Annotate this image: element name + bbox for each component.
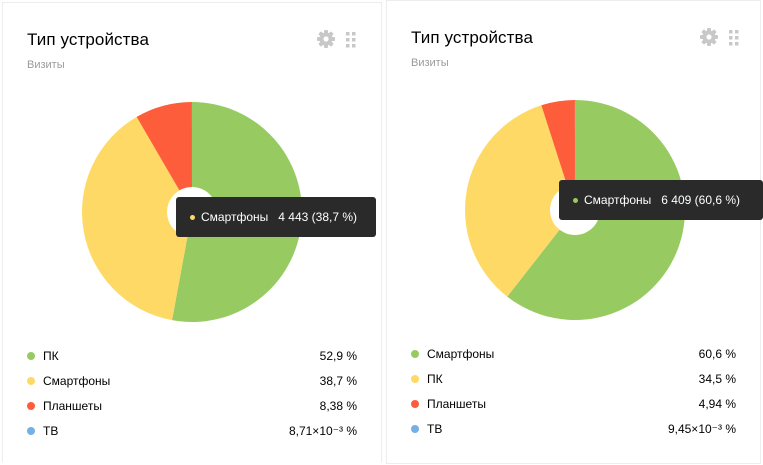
legend-dot bbox=[27, 401, 35, 410]
chart-legend: ПК 52,9 % Смартфоны 38,7 % Планшеты 8,38… bbox=[27, 343, 357, 443]
legend-dot bbox=[411, 424, 419, 433]
legend-label: Смартфоны bbox=[427, 346, 495, 361]
legend-value: 8,38 % bbox=[319, 398, 357, 413]
legend-item-tv[interactable]: ТВ 9,45×10⁻³ % bbox=[411, 416, 736, 441]
legend-dot bbox=[27, 351, 35, 360]
tooltip-value: 4 443 (38,7 %) bbox=[278, 210, 358, 224]
chart-legend: Смартфоны 60,6 % ПК 34,5 % Планшеты 4,94… bbox=[411, 341, 736, 441]
legend-dot bbox=[411, 349, 419, 358]
legend-dot bbox=[27, 376, 35, 385]
gear-icon[interactable] bbox=[316, 29, 336, 49]
legend-item-tablets[interactable]: Планшеты 8,38 % bbox=[27, 393, 357, 418]
legend-value: 38,7 % bbox=[319, 373, 357, 388]
legend-label: Планшеты bbox=[43, 398, 102, 413]
legend-value: 34,5 % bbox=[698, 371, 736, 386]
pie-slice-планшеты[interactable] bbox=[136, 102, 192, 212]
pie-slice-смартфоны[interactable] bbox=[82, 116, 192, 321]
tooltip-label: Смартфоны bbox=[201, 210, 269, 224]
legend-item-tablets[interactable]: Планшеты 4,94 % bbox=[411, 391, 736, 416]
widget-title: Тип устройства bbox=[411, 28, 534, 47]
widget-title: Тип устройства bbox=[27, 30, 150, 49]
legend-value: 4,94 % bbox=[698, 396, 736, 411]
legend-label: Планшеты bbox=[427, 396, 486, 411]
legend-item-smartphones[interactable]: Смартфоны 38,7 % bbox=[27, 368, 357, 393]
legend-value: 8,71×10⁻³ % bbox=[288, 423, 357, 438]
drag-handle-icon[interactable] bbox=[345, 31, 357, 49]
widget-subtitle: Визиты bbox=[411, 57, 449, 69]
device-type-widget-right: Тип устройства Визиты Смартфоны 6 409 (6… bbox=[386, 0, 763, 464]
legend-dot bbox=[27, 426, 35, 435]
legend-value: 9,45×10⁻³ % bbox=[667, 421, 736, 436]
legend-value: 60,6 % bbox=[698, 346, 736, 361]
tooltip-series-dot bbox=[573, 197, 578, 203]
tooltip-value: 6 409 (60,6 %) bbox=[661, 193, 741, 207]
legend-item-pc[interactable]: ПК 34,5 % bbox=[411, 366, 736, 391]
legend-dot bbox=[411, 399, 419, 408]
gear-icon[interactable] bbox=[699, 27, 719, 47]
legend-dot bbox=[411, 374, 419, 383]
tooltip-label: Смартфоны bbox=[584, 193, 652, 207]
widget-subtitle: Визиты bbox=[27, 59, 65, 71]
legend-label: ПК bbox=[427, 371, 443, 386]
legend-item-smartphones[interactable]: Смартфоны 60,6 % bbox=[411, 341, 736, 366]
legend-item-tv[interactable]: ТВ 8,71×10⁻³ % bbox=[27, 418, 357, 443]
legend-label: ТВ bbox=[427, 421, 443, 436]
legend-label: Смартфоны bbox=[43, 373, 111, 388]
legend-value: 52,9 % bbox=[319, 348, 357, 363]
tooltip-series-dot bbox=[190, 214, 195, 220]
device-type-widget-left: Тип устройства Визиты Смартфоны 4 443 (3… bbox=[2, 2, 382, 462]
legend-item-pc[interactable]: ПК 52,9 % bbox=[27, 343, 357, 368]
drag-handle-icon[interactable] bbox=[728, 29, 740, 47]
chart-tooltip: Смартфоны 6 409 (60,6 %) bbox=[559, 180, 763, 220]
pie-slice-пк[interactable] bbox=[465, 105, 575, 297]
legend-label: ТВ bbox=[43, 423, 59, 438]
legend-label: ПК bbox=[43, 348, 59, 363]
chart-tooltip: Смартфоны 4 443 (38,7 %) bbox=[176, 197, 376, 237]
